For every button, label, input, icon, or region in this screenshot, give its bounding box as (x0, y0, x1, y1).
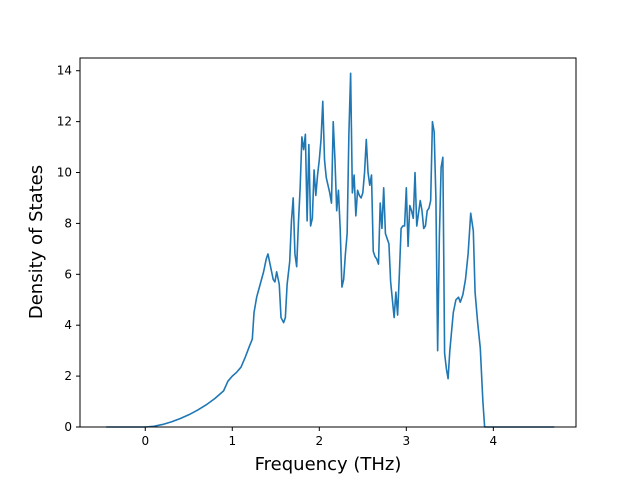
y-tick-label: 6 (64, 267, 72, 281)
x-tick-label: 4 (490, 434, 498, 448)
x-tick-label: 0 (141, 434, 149, 448)
plot-area (106, 72, 555, 428)
x-tick-label: 2 (315, 434, 323, 448)
x-tick-label: 3 (402, 434, 410, 448)
y-tick-label: 10 (57, 166, 72, 180)
y-axis: 0 2 4 6 8 10 12 14 (57, 64, 80, 434)
plot-frame (79, 57, 577, 428)
y-tick-label: 2 (64, 369, 72, 383)
dos-series-line-0 (106, 72, 555, 428)
x-axis: 0 1 2 3 4 (141, 427, 497, 448)
y-tick-label: 0 (64, 420, 72, 434)
y-tick-label: 8 (64, 216, 72, 230)
y-tick-label: 12 (57, 115, 72, 129)
y-axis-label: Density of States (26, 165, 47, 319)
y-tick-label: 4 (64, 318, 72, 332)
x-axis-label: Frequency (THz) (255, 454, 402, 475)
x-tick-label: 1 (228, 434, 236, 448)
y-tick-label: 14 (57, 64, 72, 78)
